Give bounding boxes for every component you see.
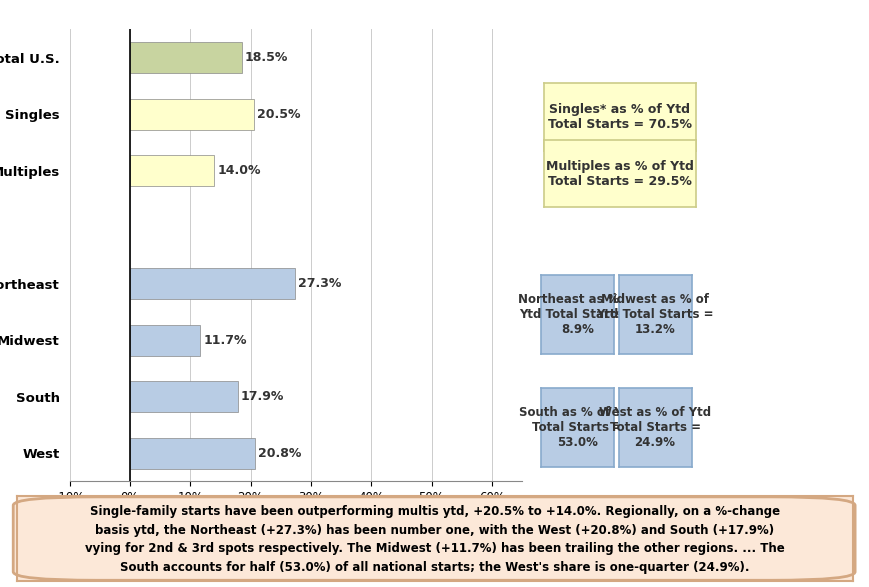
Text: basis ytd, the Northeast (+27.3%) has been number one, with the West (+20.8%) an: basis ytd, the Northeast (+27.3%) has be… bbox=[96, 524, 773, 537]
Text: vying for 2nd & 3rd spots respectively. The Midwest (+11.7%) has been trailing t: vying for 2nd & 3rd spots respectively. … bbox=[85, 542, 784, 555]
Text: Single-family starts have been outperforming multis ytd, +20.5% to +14.0%. Regio: Single-family starts have been outperfor… bbox=[90, 505, 779, 518]
Bar bbox=[129, 99, 253, 130]
Bar bbox=[129, 268, 295, 299]
Text: West as % of Ytd
Total Starts =
24.9%: West as % of Ytd Total Starts = 24.9% bbox=[599, 406, 710, 449]
Text: 17.9%: 17.9% bbox=[241, 390, 284, 403]
Text: 18.5%: 18.5% bbox=[244, 51, 288, 64]
Text: 20.5%: 20.5% bbox=[256, 107, 300, 120]
Text: Singles* as % of Ytd
Total Starts = 70.5%: Singles* as % of Ytd Total Starts = 70.5… bbox=[547, 103, 691, 131]
Bar bbox=[129, 381, 237, 412]
Text: Midwest as % of
Ytd Total Starts =
13.2%: Midwest as % of Ytd Total Starts = 13.2% bbox=[595, 294, 713, 336]
Text: 14.0%: 14.0% bbox=[217, 164, 261, 177]
Text: South as % of Ytd
Total Starts =
53.0%: South as % of Ytd Total Starts = 53.0% bbox=[518, 406, 636, 449]
Text: South accounts for half (53.0%) of all national starts; the West's share is one-: South accounts for half (53.0%) of all n… bbox=[120, 561, 749, 574]
X-axis label: Ytd % Change: Ytd % Change bbox=[241, 511, 350, 525]
Bar bbox=[129, 42, 242, 73]
Text: 20.8%: 20.8% bbox=[258, 447, 302, 460]
Bar bbox=[129, 325, 200, 356]
Text: 27.3%: 27.3% bbox=[297, 277, 341, 290]
Text: Multiples as % of Ytd
Total Starts = 29.5%: Multiples as % of Ytd Total Starts = 29.… bbox=[546, 160, 693, 187]
Text: 11.7%: 11.7% bbox=[203, 333, 247, 346]
Text: Northeast as % of
Ytd Total Starts =
8.9%: Northeast as % of Ytd Total Starts = 8.9… bbox=[518, 294, 636, 336]
Bar bbox=[129, 155, 214, 186]
Bar bbox=[129, 437, 255, 468]
FancyBboxPatch shape bbox=[13, 497, 854, 581]
